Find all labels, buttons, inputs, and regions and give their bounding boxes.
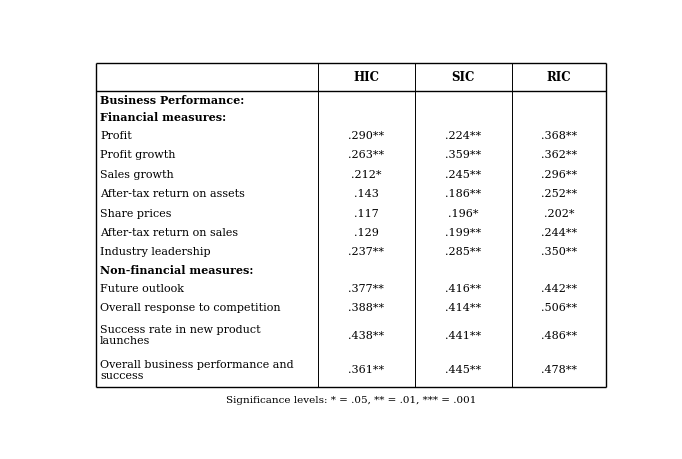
Text: Profit growth: Profit growth [100, 150, 175, 160]
Text: Sales growth: Sales growth [100, 169, 174, 179]
Text: .361**: .361** [349, 364, 385, 375]
Text: Financial measures:: Financial measures: [100, 112, 226, 123]
Text: .414**: .414** [445, 303, 481, 313]
Text: After-tax return on sales: After-tax return on sales [100, 227, 238, 237]
Text: .245**: .245** [445, 169, 481, 179]
Text: .285**: .285** [445, 247, 481, 257]
Text: .362**: .362** [541, 150, 577, 160]
Text: .244**: .244** [541, 227, 577, 237]
Text: Overall business performance and
success: Overall business performance and success [100, 359, 293, 381]
Text: .377**: .377** [349, 284, 385, 293]
Text: .252**: .252** [541, 189, 577, 199]
Text: Industry leadership: Industry leadership [100, 247, 211, 257]
Text: .290**: .290** [349, 131, 385, 141]
Text: .117: .117 [354, 208, 379, 218]
Text: .478**: .478** [541, 364, 577, 375]
Text: .143: .143 [354, 189, 379, 199]
Text: .129: .129 [354, 227, 379, 237]
Text: .202*: .202* [544, 208, 574, 218]
Text: .263**: .263** [349, 150, 385, 160]
Text: .237**: .237** [349, 247, 385, 257]
Text: .296**: .296** [541, 169, 577, 179]
Text: Success rate in new product
launches: Success rate in new product launches [100, 324, 261, 346]
Text: .186**: .186** [445, 189, 481, 199]
Text: Significance levels: * = .05, ** = .01, *** = .001: Significance levels: * = .05, ** = .01, … [226, 395, 476, 403]
Text: .199**: .199** [445, 227, 481, 237]
Text: After-tax return on assets: After-tax return on assets [100, 189, 245, 199]
Text: .442**: .442** [541, 284, 577, 293]
Text: .212*: .212* [351, 169, 382, 179]
Text: Overall response to competition: Overall response to competition [100, 303, 280, 313]
Text: Business Performance:: Business Performance: [100, 95, 244, 106]
Text: Profit: Profit [100, 131, 132, 141]
Text: Future outlook: Future outlook [100, 284, 184, 293]
Text: .224**: .224** [445, 131, 481, 141]
Text: .359**: .359** [445, 150, 481, 160]
Text: .388**: .388** [349, 303, 385, 313]
Text: .350**: .350** [541, 247, 577, 257]
Text: .486**: .486** [541, 330, 577, 340]
Text: HIC: HIC [353, 71, 379, 84]
Text: Share prices: Share prices [100, 208, 171, 218]
Text: .196*: .196* [448, 208, 479, 218]
Text: RIC: RIC [546, 71, 572, 84]
Text: Non-financial measures:: Non-financial measures: [100, 264, 253, 275]
Text: .445**: .445** [445, 364, 481, 375]
Text: .416**: .416** [445, 284, 481, 293]
Text: .441**: .441** [445, 330, 481, 340]
Text: SIC: SIC [451, 71, 475, 84]
Text: .368**: .368** [541, 131, 577, 141]
Text: .438**: .438** [349, 330, 385, 340]
Text: .506**: .506** [541, 303, 577, 313]
